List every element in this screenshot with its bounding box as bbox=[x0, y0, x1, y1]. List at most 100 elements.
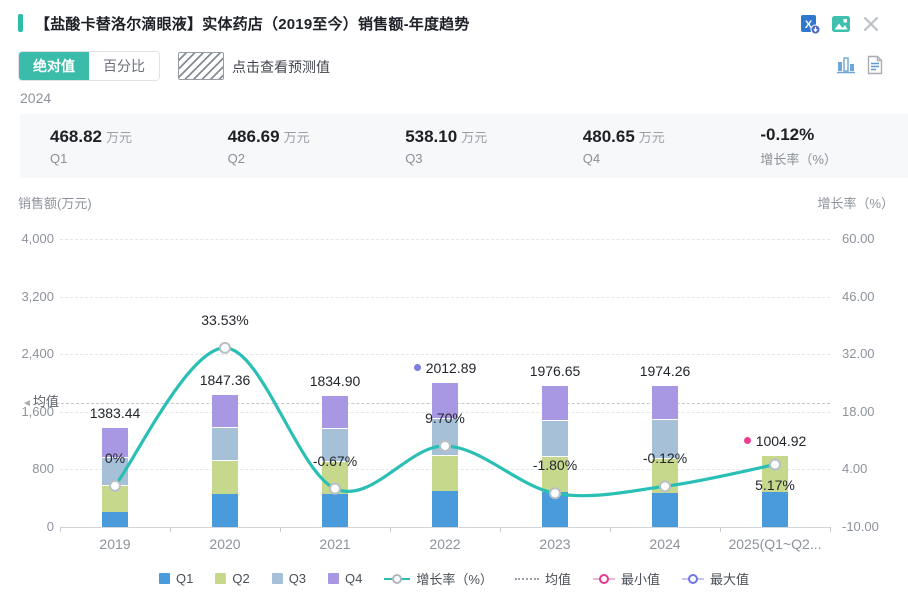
value-mode-toggle: 绝对值 百分比 bbox=[18, 51, 160, 81]
legend-item-Q2[interactable]: Q2 bbox=[215, 571, 250, 586]
right-axis-tick: -10.00 bbox=[842, 519, 879, 534]
right-axis-tick: 18.00 bbox=[842, 403, 875, 419]
x-axis-label-2022: 2022 bbox=[429, 536, 461, 552]
bar-segment-q4-2021[interactable] bbox=[322, 394, 348, 428]
stat-q1-unit: 万元 bbox=[106, 129, 133, 145]
legend-item-Q3[interactable]: Q3 bbox=[271, 571, 307, 586]
bar-segment-q2-2020[interactable] bbox=[212, 460, 238, 494]
legend-label: Q3 bbox=[288, 571, 307, 586]
x-axis-label-2024: 2024 bbox=[649, 536, 681, 552]
legend-item-[interactable]: 增长率（%） bbox=[384, 569, 493, 588]
stat-growth-label: 增长率（%） bbox=[760, 151, 837, 167]
right-axis-tick: 4.00 bbox=[842, 461, 868, 477]
stat-q1-value: 468.82 bbox=[50, 126, 102, 146]
legend-ring-icon bbox=[592, 573, 615, 584]
mean-line-label: ◄均值 bbox=[22, 391, 59, 410]
stat-q2-label: Q2 bbox=[227, 150, 245, 166]
bar-segment-q4-2023[interactable] bbox=[542, 384, 568, 421]
stat-q4: 480.65 万元 Q4 bbox=[553, 127, 731, 166]
left-axis-tick: 800 bbox=[32, 461, 54, 477]
bar-segment-q2-2022[interactable] bbox=[432, 454, 458, 491]
image-export-icon[interactable] bbox=[830, 13, 852, 35]
percent-button[interactable]: 百分比 bbox=[89, 52, 159, 80]
stat-q3: 538.10 万元 Q3 bbox=[375, 127, 553, 166]
bar-segment-q2-2019[interactable] bbox=[102, 485, 128, 512]
bar-segment-q3-2023[interactable] bbox=[542, 420, 568, 457]
bar-segment-q3-2024[interactable] bbox=[652, 419, 678, 459]
bar-segment-q1-2023[interactable] bbox=[542, 491, 568, 527]
legend-label: Q2 bbox=[232, 571, 250, 586]
forecast-hatch-swatch[interactable] bbox=[178, 52, 224, 80]
stat-q3-unit: 万元 bbox=[461, 129, 488, 145]
bar-segment-q3-2019[interactable] bbox=[102, 456, 128, 486]
forecast-hint-label: 点击查看预测值 bbox=[232, 59, 330, 75]
absolute-value-button[interactable]: 绝对值 bbox=[19, 52, 89, 80]
x-axis-label-2021: 2021 bbox=[319, 536, 351, 552]
bar-segment-q1-2022[interactable] bbox=[432, 490, 458, 527]
x-axis-tick bbox=[830, 527, 831, 532]
mean-label-text: 均值 bbox=[32, 394, 59, 409]
bar-segment-q3-2021[interactable] bbox=[322, 428, 348, 462]
stat-q3-value: 538.10 bbox=[405, 126, 458, 146]
x-axis-tick bbox=[170, 527, 171, 532]
chart-legend: Q1 Q2 Q3 Q4 增长率（%） 均值 最小值 最大值 bbox=[0, 569, 908, 588]
bar-segment-q3-2020[interactable] bbox=[212, 427, 238, 461]
legend-item-[interactable]: 最小值 bbox=[592, 569, 660, 588]
legend-label: Q1 bbox=[176, 571, 194, 586]
bar-segment-q4-2024[interactable] bbox=[652, 384, 678, 420]
bar-segment-q2-2025(Q1~Q2...[interactable] bbox=[762, 454, 788, 493]
bar-segment-q4-2020[interactable] bbox=[212, 393, 238, 428]
column-chart-icon[interactable] bbox=[835, 54, 857, 76]
legend-dotted-line-icon bbox=[514, 577, 539, 580]
bar-segment-q1-2021[interactable] bbox=[322, 493, 348, 527]
gridline bbox=[60, 239, 830, 240]
bar-segment-q1-2019[interactable] bbox=[102, 511, 128, 527]
page-title: 【盐酸卡替洛尔滴眼液】实体药店（2019至今）销售额-年度趋势 bbox=[35, 16, 470, 33]
legend-ring-icon bbox=[681, 573, 704, 584]
x-axis-tick bbox=[280, 527, 281, 532]
svg-text:X: X bbox=[805, 19, 813, 31]
legend-item-Q4[interactable]: Q4 bbox=[328, 571, 362, 586]
left-axis-tick: 0 bbox=[46, 519, 54, 534]
excel-export-icon[interactable]: X bbox=[799, 13, 821, 35]
legend-item-Q1[interactable]: Q1 bbox=[159, 571, 193, 586]
bar-segment-q3-2022[interactable] bbox=[432, 418, 458, 455]
right-axis-tick: 60.00 bbox=[842, 231, 875, 246]
left-axis-tick: 4,000 bbox=[21, 231, 54, 246]
legend-square-icon bbox=[215, 573, 227, 584]
close-icon[interactable] bbox=[862, 15, 884, 37]
stat-q1-label: Q1 bbox=[50, 150, 68, 166]
stat-growth-value: -0.12% bbox=[760, 124, 815, 144]
gridline bbox=[60, 527, 830, 528]
bar-segment-q1-2025(Q1~Q2...[interactable] bbox=[762, 492, 788, 527]
bar-segment-q1-2024[interactable] bbox=[652, 493, 678, 527]
bar-segment-q2-2024[interactable] bbox=[652, 458, 678, 494]
gridline bbox=[60, 354, 830, 356]
legend-label: 增长率（%） bbox=[416, 572, 493, 587]
legend-square-icon bbox=[159, 573, 170, 584]
bar-segment-q4-2022[interactable] bbox=[432, 382, 458, 419]
x-axis-tick bbox=[610, 527, 611, 532]
bar-segment-q1-2020[interactable] bbox=[212, 493, 238, 527]
stat-q2: 486.69 万元 Q2 bbox=[198, 127, 376, 166]
legend-line-circle-icon bbox=[384, 573, 411, 584]
stat-q4-value: 480.65 bbox=[582, 126, 635, 146]
report-doc-icon[interactable] bbox=[864, 54, 886, 76]
bar-segment-q4-2019[interactable] bbox=[102, 427, 128, 457]
legend-label: 最小值 bbox=[620, 572, 660, 587]
x-axis-tick bbox=[390, 527, 391, 532]
bar-segment-q2-2023[interactable] bbox=[542, 456, 568, 492]
legend-item-[interactable]: 最大值 bbox=[681, 569, 749, 588]
legend-label: 均值 bbox=[544, 572, 571, 587]
stat-q2-value: 486.69 bbox=[227, 126, 280, 146]
legend-label: 最大值 bbox=[709, 572, 749, 587]
bar-segment-q2-2021[interactable] bbox=[322, 461, 348, 494]
stat-growth: -0.12% 增长率（%） bbox=[730, 125, 908, 168]
right-axis-tick: 32.00 bbox=[842, 346, 875, 362]
gridline bbox=[60, 296, 830, 298]
stat-q4-label: Q4 bbox=[582, 150, 601, 166]
x-axis-label-2020: 2020 bbox=[209, 536, 241, 552]
legend-item-[interactable]: 均值 bbox=[514, 569, 571, 588]
left-axis-tick: 3,200 bbox=[21, 288, 54, 304]
